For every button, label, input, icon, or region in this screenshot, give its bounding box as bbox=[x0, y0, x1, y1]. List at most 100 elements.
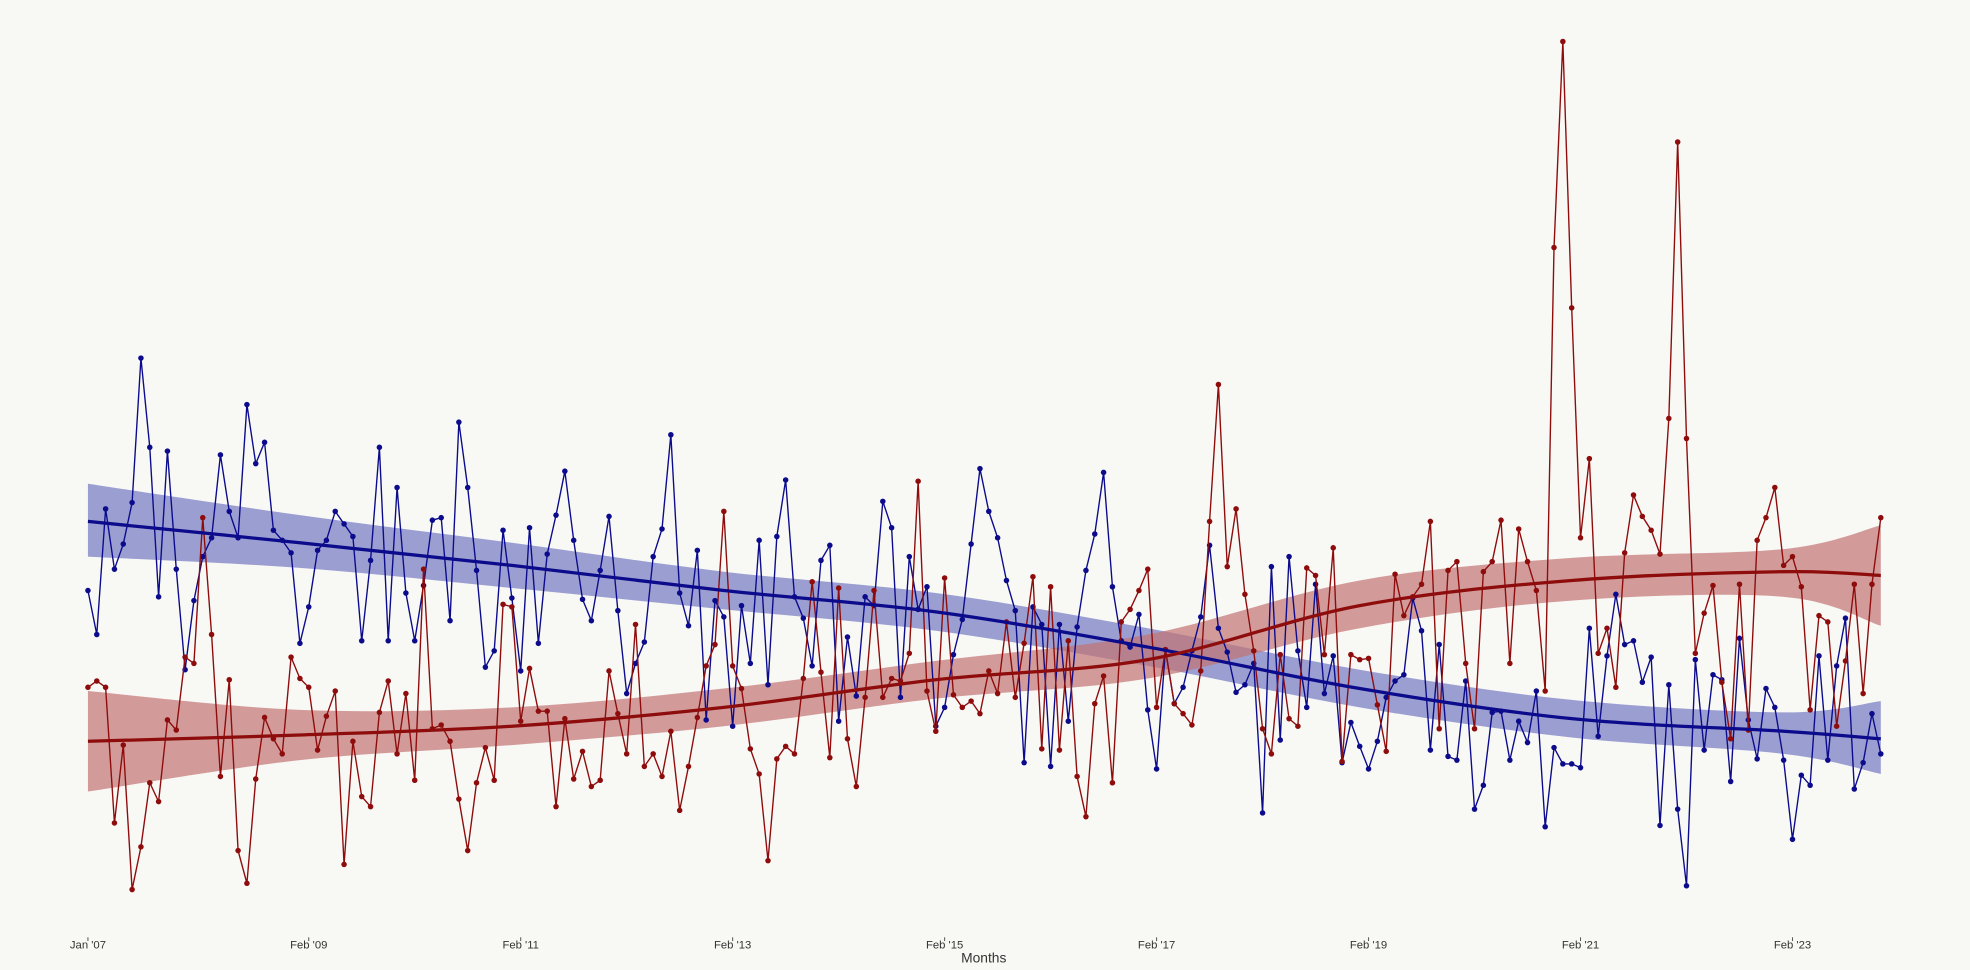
data-point bbox=[694, 547, 701, 554]
data-point bbox=[853, 783, 860, 790]
data-point bbox=[827, 542, 833, 549]
data-point bbox=[562, 468, 568, 474]
x-axis-label: Months bbox=[961, 949, 1006, 965]
data-point bbox=[1418, 627, 1425, 634]
trend-line bbox=[87, 519, 1881, 741]
data-point bbox=[553, 803, 559, 810]
data-point bbox=[1295, 648, 1301, 654]
data-point bbox=[403, 590, 409, 596]
data-point bbox=[129, 499, 135, 506]
data-point bbox=[1259, 725, 1266, 732]
data-line bbox=[87, 358, 1882, 886]
data-point bbox=[977, 465, 983, 472]
data-point bbox=[394, 484, 400, 491]
data-point bbox=[782, 477, 789, 483]
data-point bbox=[297, 675, 303, 682]
data-point bbox=[880, 498, 886, 505]
data-point bbox=[897, 694, 904, 701]
data-point bbox=[1648, 527, 1654, 533]
data-point bbox=[1330, 545, 1336, 551]
data-point bbox=[1065, 718, 1072, 724]
data-point bbox=[1197, 668, 1204, 674]
data-point bbox=[1666, 415, 1672, 422]
data-point bbox=[1736, 581, 1743, 588]
data-point bbox=[1074, 773, 1080, 780]
data-point bbox=[1789, 836, 1796, 843]
x-tick-label: Feb '11 bbox=[502, 940, 539, 952]
data-point bbox=[950, 651, 957, 658]
data-point bbox=[1560, 38, 1566, 45]
data-point bbox=[1736, 635, 1743, 642]
data-point bbox=[332, 508, 339, 515]
data-point bbox=[756, 771, 762, 777]
data-point bbox=[217, 773, 224, 780]
data-point bbox=[1727, 778, 1734, 785]
data-point bbox=[1613, 591, 1619, 598]
data-point bbox=[1692, 650, 1699, 657]
data-point bbox=[1321, 651, 1328, 658]
data-point bbox=[729, 723, 736, 729]
data-point bbox=[1613, 684, 1619, 691]
data-point bbox=[1710, 671, 1716, 678]
data-point bbox=[774, 533, 780, 540]
data-point bbox=[1542, 823, 1548, 830]
data-point bbox=[1392, 571, 1398, 577]
data-point bbox=[358, 638, 365, 644]
data-point bbox=[1215, 625, 1222, 631]
data-point bbox=[1286, 715, 1292, 722]
data-point bbox=[1825, 757, 1831, 763]
data-point bbox=[623, 690, 630, 697]
data-point bbox=[482, 664, 489, 670]
data-point bbox=[314, 747, 321, 753]
data-point bbox=[305, 604, 312, 610]
data-point bbox=[1206, 518, 1213, 525]
data-point bbox=[623, 751, 630, 757]
data-point bbox=[226, 676, 233, 683]
data-point bbox=[155, 798, 162, 805]
data-point bbox=[252, 460, 259, 467]
data-point bbox=[1286, 553, 1292, 560]
data-point bbox=[456, 419, 462, 425]
data-point bbox=[888, 675, 895, 682]
data-point bbox=[1666, 682, 1672, 688]
data-point bbox=[1197, 614, 1204, 620]
data-point bbox=[1604, 653, 1610, 659]
data-point bbox=[703, 663, 709, 669]
data-point bbox=[102, 506, 109, 512]
data-point bbox=[341, 861, 347, 868]
data-point bbox=[1242, 682, 1248, 688]
data-point bbox=[226, 508, 233, 515]
data-point bbox=[1763, 685, 1769, 692]
data-point bbox=[924, 688, 930, 694]
data-point bbox=[473, 567, 480, 574]
data-point bbox=[429, 517, 436, 523]
data-point bbox=[597, 567, 603, 574]
data-point bbox=[1321, 690, 1328, 697]
data-point bbox=[1074, 624, 1080, 630]
data-point bbox=[403, 690, 409, 697]
data-point bbox=[1480, 782, 1487, 789]
data-point bbox=[1047, 763, 1054, 770]
data-point bbox=[111, 820, 118, 826]
data-point bbox=[632, 660, 639, 667]
data-point bbox=[208, 631, 215, 638]
data-point bbox=[1268, 563, 1275, 570]
data-point bbox=[1763, 514, 1769, 521]
data-point bbox=[738, 685, 745, 692]
data-point bbox=[579, 748, 586, 755]
data-point bbox=[1807, 707, 1813, 713]
data-point bbox=[959, 704, 966, 711]
data-point bbox=[809, 663, 815, 669]
data-point bbox=[1524, 739, 1531, 746]
data-point bbox=[1401, 612, 1407, 619]
data-point bbox=[986, 508, 992, 515]
data-point bbox=[1842, 615, 1849, 621]
data-point bbox=[844, 736, 851, 742]
data-point bbox=[438, 514, 444, 521]
data-point bbox=[641, 763, 648, 770]
data-point bbox=[1171, 700, 1178, 707]
data-point bbox=[1851, 581, 1858, 588]
data-point bbox=[1621, 641, 1628, 648]
